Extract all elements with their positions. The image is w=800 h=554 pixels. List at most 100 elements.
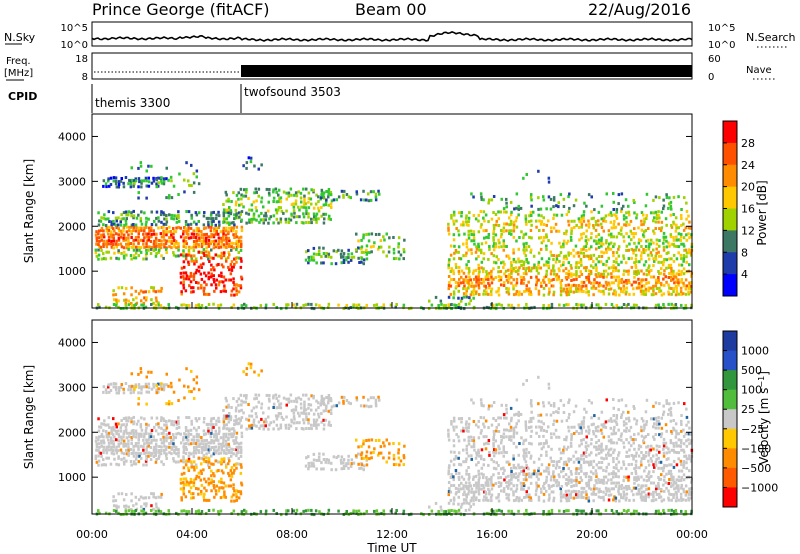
power-cell — [555, 278, 559, 282]
velocity-cell — [125, 431, 129, 435]
power-cell — [469, 299, 472, 303]
power-cell — [614, 266, 618, 270]
velocity-cell — [665, 457, 669, 461]
power-cell — [182, 251, 185, 255]
power-cell — [594, 286, 598, 290]
power-cell — [145, 251, 148, 255]
velocity-cell — [310, 427, 313, 431]
velocity-cell — [630, 462, 633, 466]
power-cell — [472, 195, 475, 199]
power-cell — [224, 289, 227, 293]
power-cell — [528, 235, 531, 239]
power-cell — [537, 292, 541, 296]
velocity-cell — [615, 481, 618, 485]
velocity-cell — [250, 414, 254, 418]
power-cell — [457, 245, 461, 249]
velocity-cell — [224, 495, 227, 499]
velocity-cell — [547, 484, 550, 488]
power-cell — [192, 229, 195, 233]
power-cell — [184, 289, 188, 293]
power-cell — [647, 245, 651, 249]
velocity-cell — [157, 456, 160, 460]
power-cell — [299, 196, 303, 200]
velocity-cell — [129, 388, 133, 391]
velocity-cell — [480, 457, 483, 461]
nave-block-twofsound — [241, 65, 692, 77]
power-colorbar-tick-label: 28 — [741, 137, 755, 150]
power-cell — [124, 236, 128, 240]
velocity-cell — [120, 457, 123, 461]
power-cell — [252, 214, 256, 218]
power-cell — [162, 225, 165, 229]
power-cell — [223, 245, 226, 249]
power-cell — [597, 260, 600, 264]
velocity-cell — [497, 493, 500, 496]
velocity-cell — [457, 490, 461, 494]
power-cell — [133, 304, 136, 307]
power-cell — [245, 188, 248, 191]
velocity-cell — [192, 465, 195, 469]
velocity-cell — [189, 432, 193, 436]
velocity-cell — [452, 484, 456, 487]
velocity-cell — [202, 468, 205, 472]
velocity-cell — [584, 451, 588, 455]
velocity-cell — [585, 484, 589, 488]
velocity-cell — [589, 476, 593, 479]
power-cell — [453, 303, 456, 307]
power-cell — [635, 213, 639, 217]
power-cell — [567, 195, 570, 199]
velocity-cell — [594, 479, 598, 483]
power-cell — [514, 266, 518, 270]
velocity-cell — [634, 459, 638, 463]
power-cell — [602, 275, 605, 279]
power-cell — [644, 293, 647, 296]
velocity-cell — [150, 504, 153, 508]
power-cell — [469, 278, 472, 282]
velocity-cell — [239, 471, 243, 475]
power-cell — [612, 208, 615, 211]
power-cell — [480, 277, 483, 281]
power-cell — [585, 266, 588, 269]
power-cell — [330, 262, 333, 266]
velocity-cell — [684, 484, 688, 488]
power-cell — [452, 290, 456, 294]
velocity-cell — [232, 435, 235, 438]
power-cell — [512, 235, 516, 239]
power-cell — [388, 236, 391, 240]
power-cell — [315, 217, 318, 221]
power-cell — [247, 212, 251, 216]
power-cell — [582, 280, 586, 284]
velocity-cell — [207, 483, 210, 487]
velocity-cell — [185, 416, 188, 419]
velocity-cell — [240, 403, 243, 407]
power-cell — [622, 273, 625, 277]
power-cell — [613, 242, 616, 246]
velocity-cell — [324, 406, 328, 410]
power-cell — [182, 229, 185, 233]
velocity-cell — [207, 441, 210, 445]
power-ytick-label: 2000 — [58, 220, 86, 233]
power-cell — [497, 287, 500, 290]
velocity-cell — [282, 396, 286, 400]
velocity-cell — [544, 480, 548, 484]
velocity-cell — [129, 460, 133, 463]
velocity-cell — [220, 486, 224, 490]
velocity-cell — [307, 397, 311, 401]
power-cell — [589, 272, 593, 276]
power-cell — [522, 281, 525, 285]
power-cell — [190, 184, 193, 188]
velocity-cell — [529, 496, 532, 500]
power-cell — [352, 303, 355, 307]
power-cell — [370, 232, 374, 236]
velocity-cell — [580, 490, 583, 494]
velocity-cell — [368, 457, 371, 461]
power-cell — [137, 177, 141, 181]
power-cell — [317, 195, 320, 199]
velocity-cell — [505, 492, 508, 496]
power-cell — [472, 269, 476, 273]
power-cell — [600, 242, 603, 246]
velocity-cell — [192, 387, 196, 391]
power-cell — [139, 219, 143, 223]
power-cell — [357, 239, 360, 243]
power-cell — [187, 232, 190, 236]
